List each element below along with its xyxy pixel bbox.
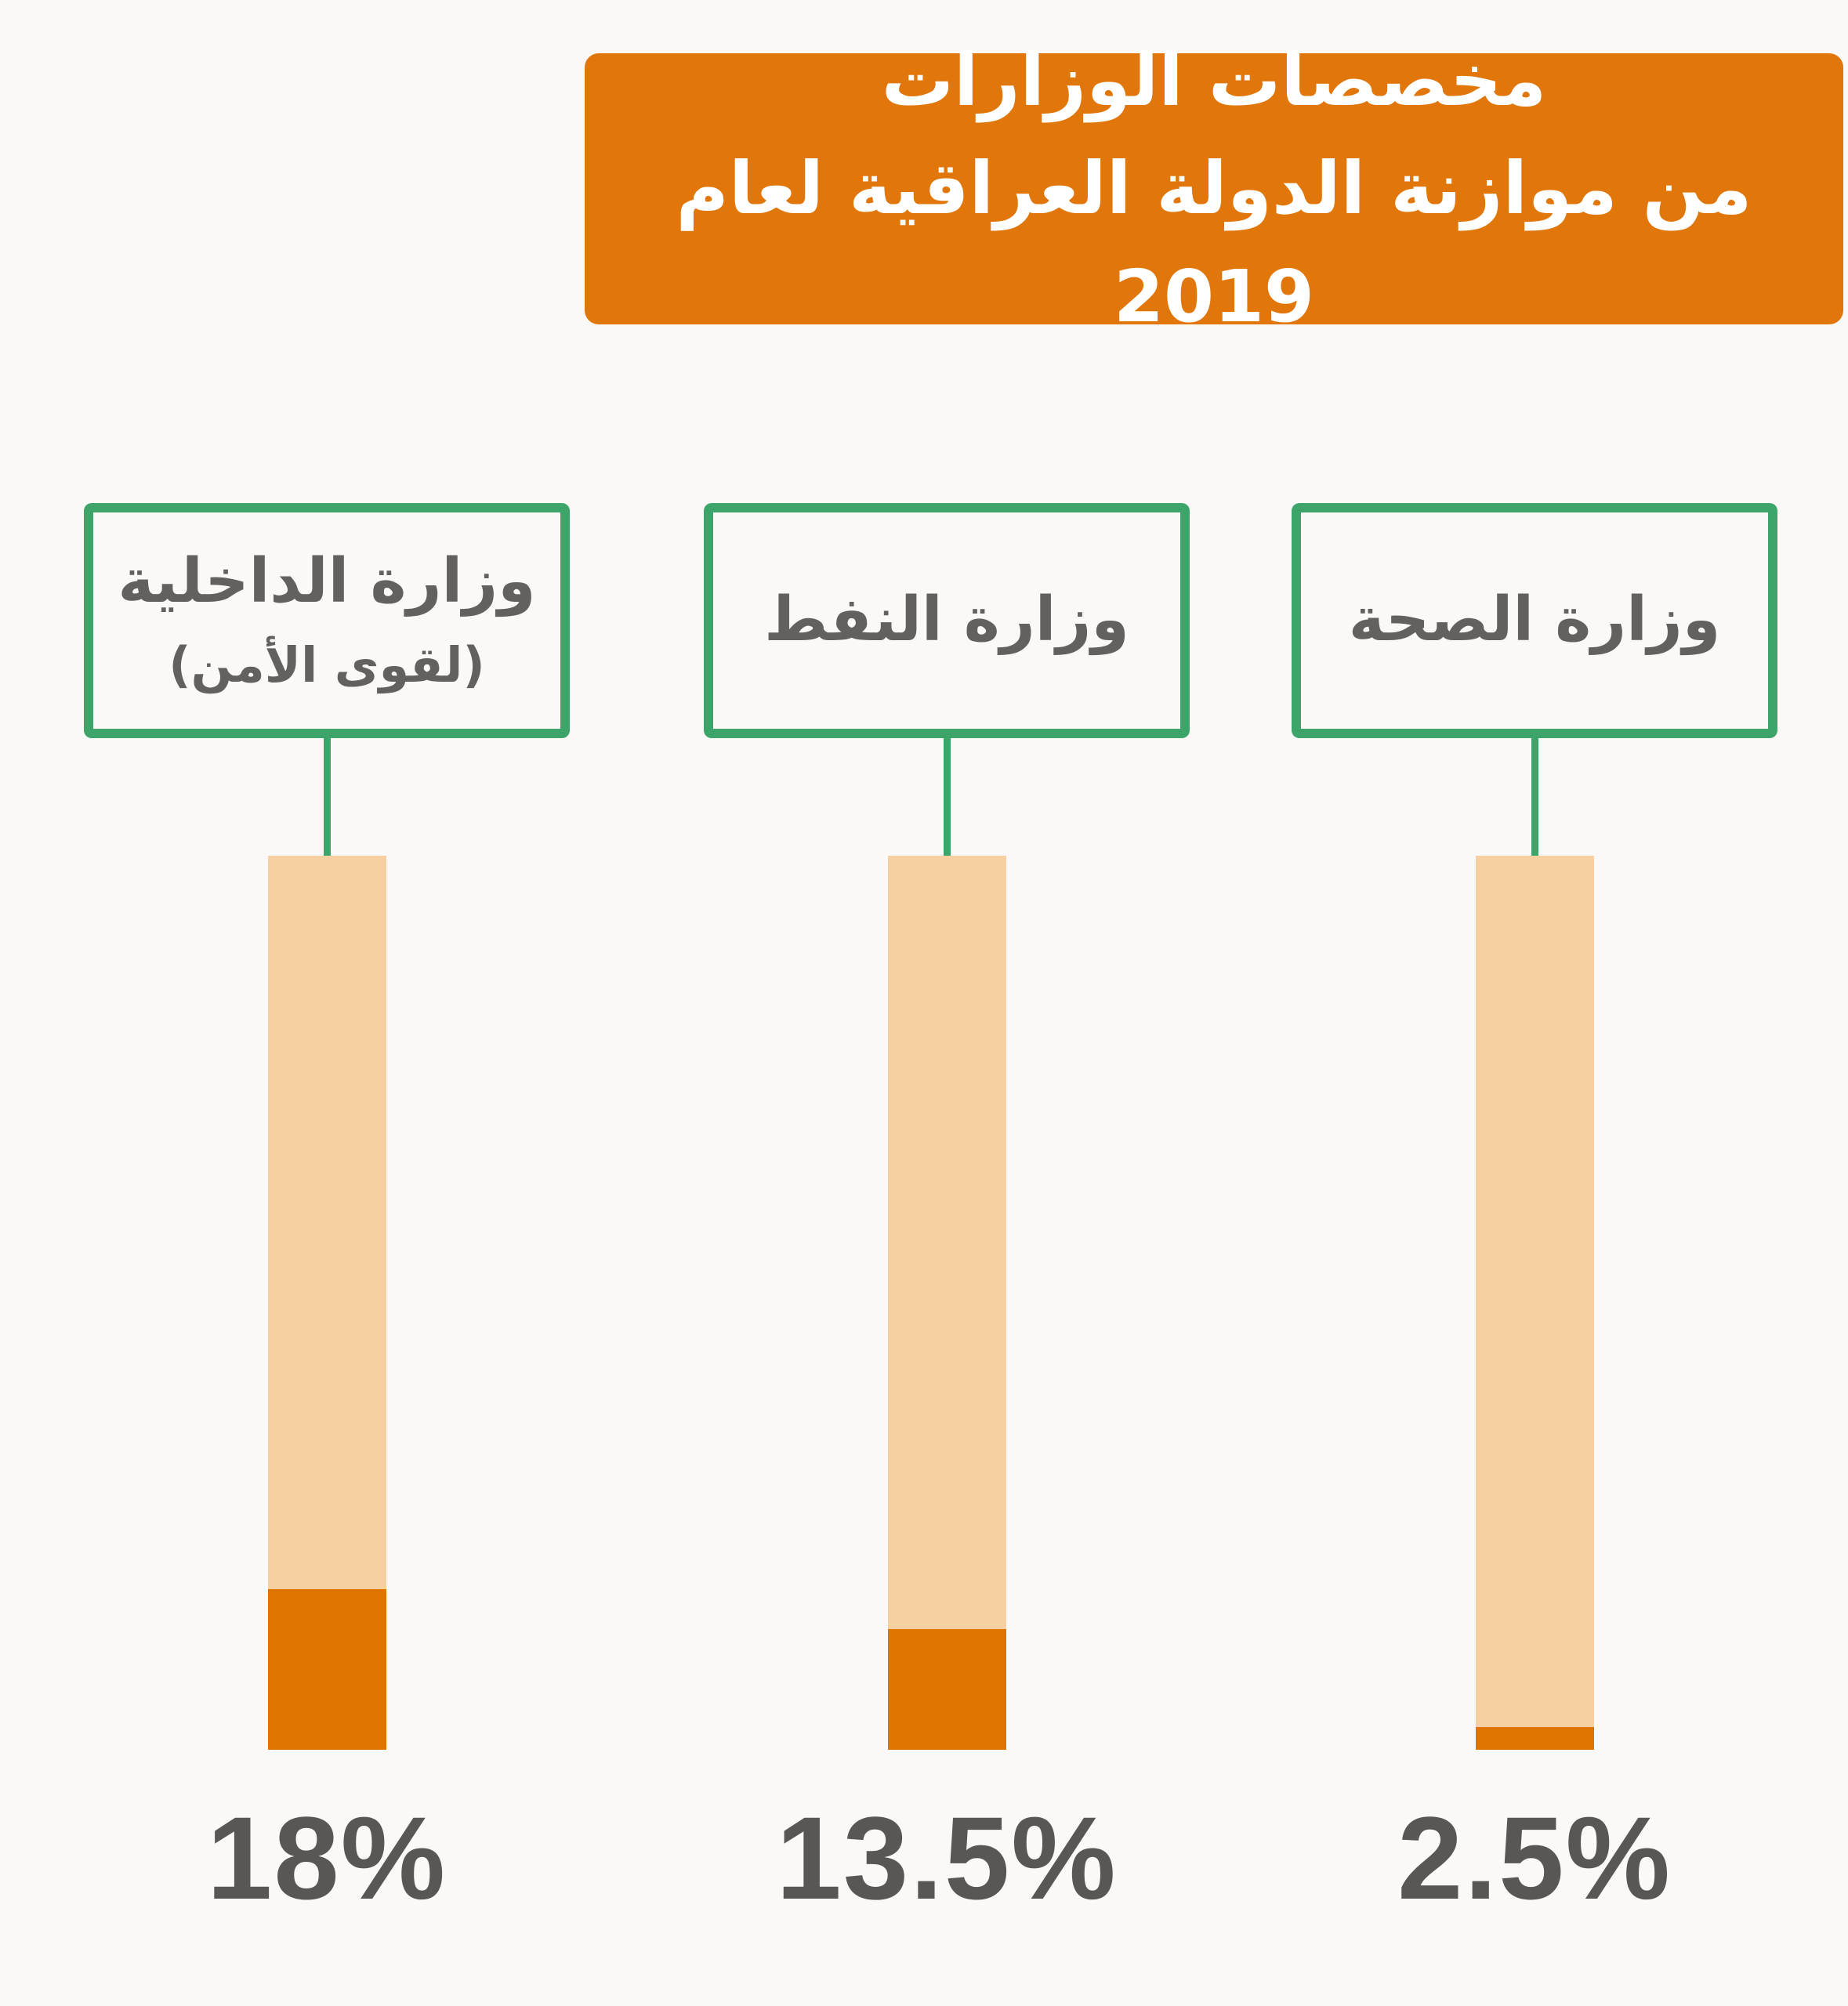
connector-line bbox=[324, 738, 331, 864]
ministry-label-box-health: وزارة الصحة bbox=[1292, 503, 1777, 738]
ministry-subname: (لقوى الأمن) bbox=[168, 636, 485, 694]
value-label: 18% bbox=[206, 1792, 448, 1924]
budget-bar-fill bbox=[268, 1588, 386, 1750]
budget-bar-fill bbox=[888, 1628, 1006, 1750]
value-label: 2.5% bbox=[1397, 1792, 1672, 1924]
value-label: 13.5% bbox=[776, 1792, 1118, 1924]
connector-line bbox=[944, 738, 951, 864]
title-line-1: مخصصات الوزارات bbox=[881, 38, 1547, 122]
title-line-2: من موازنة الدولة العراقية لعام 2019 bbox=[676, 147, 1752, 339]
budget-bar-track-oil bbox=[888, 856, 1006, 1750]
budget-bar-track-interior bbox=[268, 856, 386, 1750]
title-banner: مخصصات الوزارات من موازنة الدولة العراقي… bbox=[585, 38, 1843, 339]
ministry-label-box-oil: وزارة النفط bbox=[704, 503, 1190, 738]
ministry-name: وزارة النفط bbox=[764, 585, 1129, 656]
ministry-name: وزارة الداخلية bbox=[118, 545, 536, 617]
budget-bar-track-health bbox=[1476, 856, 1594, 1750]
ministry-name: وزارة الصحة bbox=[1348, 585, 1721, 656]
ministry-label-box-interior: وزارة الداخلية (لقوى الأمن) bbox=[84, 503, 570, 738]
connector-line bbox=[1531, 738, 1538, 864]
budget-bar-fill bbox=[1476, 1727, 1594, 1750]
